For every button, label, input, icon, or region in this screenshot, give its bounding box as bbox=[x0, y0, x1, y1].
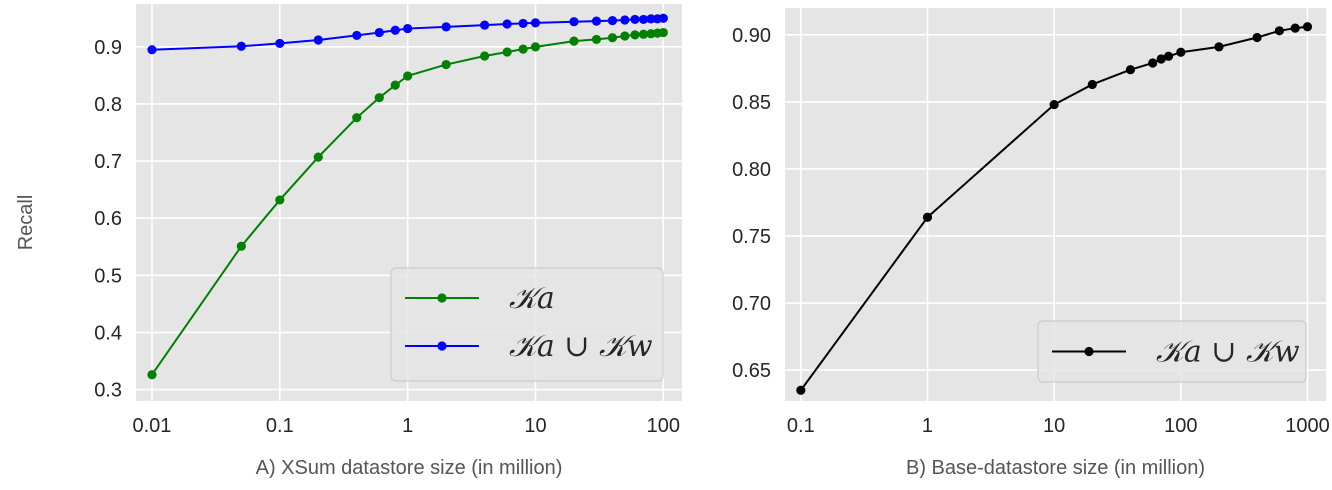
x-tick-label: 1 bbox=[402, 415, 413, 437]
data-point bbox=[441, 59, 451, 70]
y-tick-label: 0.65 bbox=[732, 360, 771, 382]
y-tick-label: 0.75 bbox=[732, 226, 771, 248]
data-point bbox=[1148, 58, 1158, 68]
data-point bbox=[1302, 22, 1313, 32]
data-point bbox=[646, 14, 656, 24]
x-tick-label: 10 bbox=[524, 415, 546, 437]
x-axis-label: B) Base-datastore size (in million) bbox=[906, 457, 1205, 479]
x-tick-label: 0.1 bbox=[266, 415, 294, 437]
data-point bbox=[374, 93, 384, 103]
data-point bbox=[638, 14, 649, 25]
data-point bbox=[922, 212, 933, 222]
x-axis-label: A) XSum datastore size (in million) bbox=[256, 457, 563, 479]
data-point bbox=[403, 23, 413, 34]
data-point bbox=[620, 15, 630, 25]
data-point bbox=[1274, 26, 1284, 36]
data-point bbox=[352, 113, 362, 123]
data-point bbox=[569, 36, 579, 46]
data-point bbox=[313, 152, 323, 162]
data-point bbox=[1156, 54, 1166, 64]
y-tick-label: 0.80 bbox=[732, 159, 771, 181]
y-tick-label: 0.9 bbox=[94, 37, 122, 59]
data-point bbox=[630, 30, 640, 40]
y-tick-label: 0.90 bbox=[732, 25, 771, 47]
legend: 𝒦a 𝒦a ∪ 𝒦w bbox=[390, 267, 664, 382]
data-point bbox=[275, 195, 285, 205]
y-tick-label: 0.7 bbox=[94, 151, 122, 173]
legend-label: 𝒦a ∪ 𝒦w bbox=[1156, 335, 1300, 370]
x-tick-label: 100 bbox=[647, 415, 680, 437]
chart-panel-2: 0.1 1 10 100 1000 0.65 0.70 0.75 0.80 0.85 0.90 B) … bbox=[732, 8, 1330, 479]
y-tick-label: 0.3 bbox=[94, 380, 122, 402]
legend-swatch-marker bbox=[437, 341, 447, 351]
chart-panel-1: 0.01 0.1 1 10 100 0.3 0.4 0.5 0.6 0.7 0.8 0.9 A) XSu… bbox=[15, 4, 682, 479]
legend-label: 𝒦a ∪ 𝒦w bbox=[509, 329, 653, 364]
y-axis-label: Recall bbox=[15, 195, 37, 251]
legend-label: 𝒦a bbox=[509, 281, 555, 316]
y-tick-label: 0.85 bbox=[732, 92, 771, 114]
data-point bbox=[1176, 47, 1186, 57]
legend: 𝒦a ∪ 𝒦w bbox=[1037, 320, 1307, 383]
data-point bbox=[1125, 65, 1136, 75]
data-point bbox=[796, 385, 806, 395]
y-tick-label: 0.8 bbox=[94, 94, 122, 116]
data-point bbox=[390, 25, 400, 35]
data-point bbox=[569, 17, 579, 27]
x-tick-label: 0.01 bbox=[133, 415, 172, 437]
x-tick-label: 100 bbox=[1164, 415, 1197, 437]
legend-swatch-marker bbox=[1084, 346, 1094, 357]
x-tick-label: 10 bbox=[1043, 415, 1065, 437]
x-tick-label: 1000 bbox=[1285, 415, 1330, 437]
data-point bbox=[147, 45, 157, 55]
y-tick-label: 0.5 bbox=[94, 265, 122, 287]
data-point bbox=[403, 71, 413, 81]
series-1 bbox=[147, 27, 668, 380]
data-point bbox=[518, 18, 528, 29]
y-tick-label: 0.6 bbox=[94, 208, 122, 230]
data-point bbox=[638, 29, 649, 39]
data-point bbox=[518, 44, 528, 54]
data-point bbox=[441, 22, 451, 32]
x-tick-label: 0.1 bbox=[787, 415, 815, 437]
data-point bbox=[1087, 79, 1097, 90]
legend-box bbox=[390, 267, 664, 382]
data-point bbox=[607, 15, 618, 26]
data-point bbox=[630, 14, 640, 25]
data-point bbox=[591, 16, 602, 26]
x-tick-label: 1 bbox=[922, 415, 933, 437]
data-point bbox=[480, 51, 490, 61]
data-point bbox=[620, 31, 630, 41]
data-point bbox=[236, 41, 246, 51]
data-point bbox=[607, 33, 618, 43]
y-tick-label: 0.4 bbox=[94, 322, 122, 344]
data-point bbox=[480, 20, 490, 30]
data-point bbox=[236, 241, 246, 251]
data-point bbox=[530, 18, 541, 28]
data-point bbox=[390, 80, 400, 90]
data-point bbox=[352, 30, 362, 41]
data-point bbox=[1252, 32, 1262, 43]
series-2 bbox=[147, 13, 668, 55]
data-point bbox=[658, 27, 668, 38]
legend-box bbox=[1037, 320, 1307, 383]
y-tick-label: 0.70 bbox=[732, 293, 771, 315]
data-point bbox=[275, 38, 285, 49]
data-point bbox=[530, 42, 541, 52]
data-point bbox=[502, 47, 512, 57]
data-point bbox=[1290, 23, 1300, 33]
data-point bbox=[374, 27, 384, 38]
data-point bbox=[591, 34, 602, 45]
series-1 bbox=[796, 22, 1313, 395]
data-point bbox=[502, 19, 512, 29]
data-point bbox=[1163, 51, 1174, 61]
data-point bbox=[1049, 99, 1059, 110]
data-point bbox=[1214, 42, 1224, 52]
legend-swatch-marker bbox=[437, 293, 447, 303]
data-point bbox=[147, 370, 157, 380]
data-point bbox=[658, 13, 668, 23]
data-point bbox=[313, 35, 323, 45]
